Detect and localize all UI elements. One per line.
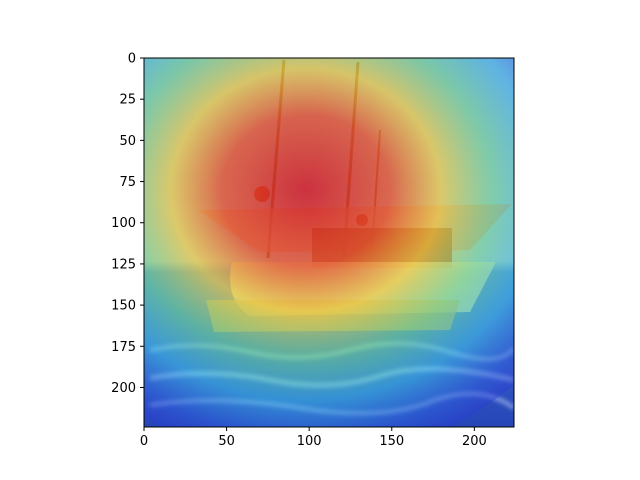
x-tick-label: 200 bbox=[462, 434, 487, 449]
y-tick-label: 75 bbox=[119, 175, 136, 190]
y-tick-label: 125 bbox=[111, 257, 136, 272]
y-tick-label: 175 bbox=[111, 340, 136, 355]
y-axis: 0 25 50 75 100 125 150 175 200 bbox=[111, 52, 144, 396]
axes-frame bbox=[143, 57, 515, 428]
y-tick-label: 0 bbox=[128, 52, 136, 67]
y-tick-label: 25 bbox=[119, 93, 136, 108]
y-tick-label: 200 bbox=[111, 381, 136, 396]
y-tick-label: 100 bbox=[111, 216, 136, 231]
heatmap-image bbox=[144, 58, 514, 427]
x-tick-label: 50 bbox=[218, 434, 235, 449]
x-tick-label: 150 bbox=[379, 434, 404, 449]
y-tick-label: 150 bbox=[111, 299, 136, 314]
x-tick-label: 100 bbox=[297, 434, 322, 449]
x-tick-label: 0 bbox=[140, 434, 148, 449]
x-axis: 0 50 100 150 200 bbox=[140, 427, 487, 449]
y-tick-label: 50 bbox=[119, 134, 136, 149]
heatmap-overlay bbox=[144, 58, 514, 427]
